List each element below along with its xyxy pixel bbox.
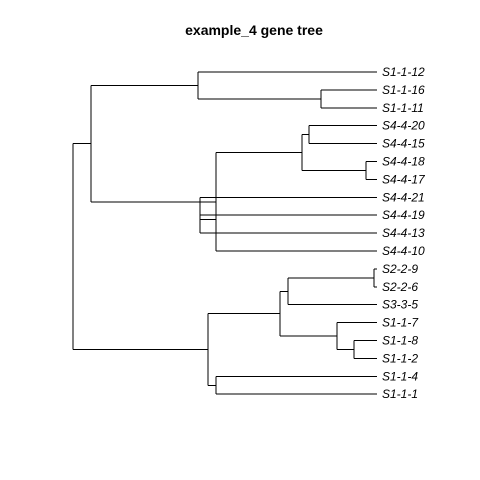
tip-label: S1-1-12: [382, 65, 425, 79]
tip-label: S4-4-18: [382, 155, 425, 169]
tip-label: S1-1-7: [382, 316, 419, 330]
tree-branches: [72, 71, 377, 395]
tip-label: S1-1-16: [382, 83, 425, 97]
tip-label: S2-2-6: [382, 280, 418, 294]
tip-label: S1-1-11: [382, 101, 424, 115]
tip-label: S4-4-13: [382, 226, 425, 240]
tip-label: S4-4-10: [382, 244, 425, 258]
tip-label: S4-4-21: [382, 190, 425, 204]
tip-label: S1-1-4: [382, 369, 418, 383]
tip-label: S1-1-8: [382, 334, 418, 348]
tip-label: S4-4-20: [382, 119, 425, 133]
tip-label: S4-4-17: [382, 172, 426, 186]
tip-label: S3-3-5: [382, 298, 418, 312]
tip-label: S4-4-19: [382, 208, 425, 222]
tip-label: S1-1-1: [382, 387, 418, 401]
tip-label: S1-1-2: [382, 351, 418, 365]
tip-label: S2-2-9: [382, 262, 418, 276]
tip-label: S4-4-15: [382, 137, 425, 151]
figure-title: example_4 gene tree: [185, 22, 323, 38]
tip-labels: S1-1-12 S1-1-16 S1-1-11 S4-4-20 S4-4-15 S4-4-…: [382, 65, 426, 401]
